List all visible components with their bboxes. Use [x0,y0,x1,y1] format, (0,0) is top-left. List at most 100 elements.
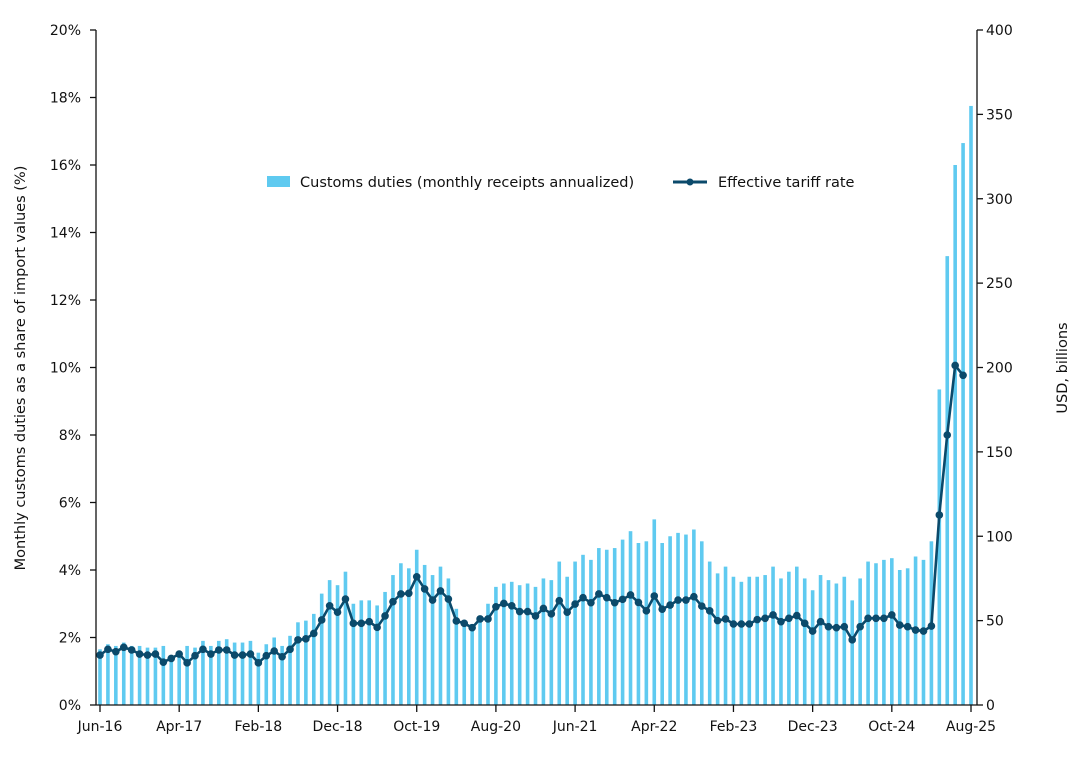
bar-Sep-19 [407,568,411,705]
point-Feb-18 [254,659,263,667]
legend-label-line: Effective tariff rate [718,175,855,191]
point-Nov-16 [135,650,144,658]
bar-Dec-22 [715,573,720,705]
point-Jul-20 [484,615,492,623]
y-left-tick-label: 20% [50,23,81,39]
bar-Oct-16 [129,645,134,705]
bar-Oct-21 [604,549,609,705]
bar-Jun-17 [193,647,197,705]
point-Sep-24 [880,614,888,623]
bar-Oct-17 [224,639,229,705]
y-left-tick-label: 14% [50,226,81,242]
bar-Feb-17 [161,645,166,705]
bar-Jul-19 [391,575,395,705]
bar-Apr-20 [462,622,467,705]
bar-Jul-17 [201,640,205,705]
point-Dec-23 [808,627,817,635]
bar-Jul-20 [486,603,490,705]
bar-Aug-20 [494,586,498,705]
y-right-tick-label: 400 [986,23,1013,39]
point-May-22 [658,605,666,613]
tariff-rate-line [99,364,965,665]
point-Dec-22 [713,616,722,625]
bar-Apr-18 [272,637,276,705]
bar-Jun-22 [668,536,672,705]
point-Sep-20 [500,599,508,608]
point-Nov-23 [800,619,809,628]
bar-Oct-20 [509,581,514,705]
bar-Feb-22 [636,543,641,705]
bar-Jun-16 [98,649,102,705]
x-tick-label: Aug-20 [471,719,521,735]
point-Apr-25 [935,511,944,519]
bar-Aug-19 [399,563,403,705]
point-Nov-17 [230,651,239,659]
point-Oct-16 [127,646,136,654]
point-May-21 [563,608,571,616]
point-Jan-17 [151,650,160,658]
bar-May-21 [565,576,569,705]
point-May-25 [943,431,952,439]
point-Feb-17 [159,658,168,666]
point-Jan-18 [246,650,255,658]
point-Aug-22 [682,596,690,604]
point-Jul-17 [199,645,207,654]
bar-May-20 [470,624,474,705]
bar-Jan-22 [628,531,633,705]
bar-Mar-24 [834,583,839,705]
bar-May-25 [945,256,950,705]
point-Aug-24 [872,614,880,623]
bar-Sep-17 [216,640,221,705]
point-Feb-20 [444,595,453,603]
point-Jun-18 [286,645,294,654]
bar-Sep-23 [787,571,791,705]
bar-Feb-19 [351,603,356,705]
point-Sep-19 [405,589,413,598]
point-Aug-17 [207,650,215,658]
x-tick-label: Jun-21 [552,719,598,735]
point-Sep-22 [690,592,698,601]
legend: Customs duties (monthly receipts annuali… [267,175,855,191]
x-tick-label: Dec-23 [788,719,838,735]
bar-Mar-23 [739,581,744,705]
bar-Jul-24 [866,561,870,705]
bar-Jun-19 [383,591,387,705]
point-Apr-23 [745,620,754,628]
point-Feb-22 [634,598,643,607]
point-Nov-22 [705,607,714,615]
bar-Dec-24 [905,568,910,705]
point-Aug-21 [587,598,595,607]
point-Jun-24 [856,622,864,631]
point-Aug-18 [302,635,310,643]
y-right-tick-label: 200 [986,361,1013,377]
point-Jan-21 [531,612,540,620]
legend-label-bars: Customs duties (monthly receipts annuali… [300,175,634,191]
point-Mar-25 [927,622,936,630]
point-Jun-23 [761,614,769,623]
bar-Jan-18 [248,640,253,705]
point-Jul-19 [389,597,397,606]
bar-Mar-22 [644,541,649,705]
y-left-tick-label: 8% [59,428,81,444]
bar-Feb-21 [541,578,546,705]
bar-Apr-22 [652,519,657,705]
y-left-axis-label: Monthly customs duties as a share of imp… [13,166,29,571]
point-Jul-24 [864,614,872,623]
point-Dec-20 [523,607,532,616]
point-Oct-22 [697,602,706,610]
x-tick-label: Jun-16 [77,719,123,735]
y-right-tick-label: 250 [986,276,1013,292]
point-Apr-20 [460,619,469,628]
bar-Jun-21 [573,561,577,705]
bar-Dec-18 [335,585,340,705]
y-left-tick-label: 6% [59,496,81,512]
tick-labels: 0% 2% 4% 6% 8% 10% 12% 14% 16% 18% 20% 0 50 100 150 200… [50,23,1013,735]
point-Feb-21 [539,604,548,613]
point-Jan-19 [341,595,350,603]
y-right-tick-label: 150 [986,445,1013,461]
point-May-18 [278,652,286,661]
bar-Apr-19 [367,600,372,705]
bar-Jan-24 [818,575,823,705]
point-Nov-20 [515,607,524,616]
bar-Apr-23 [747,576,752,705]
